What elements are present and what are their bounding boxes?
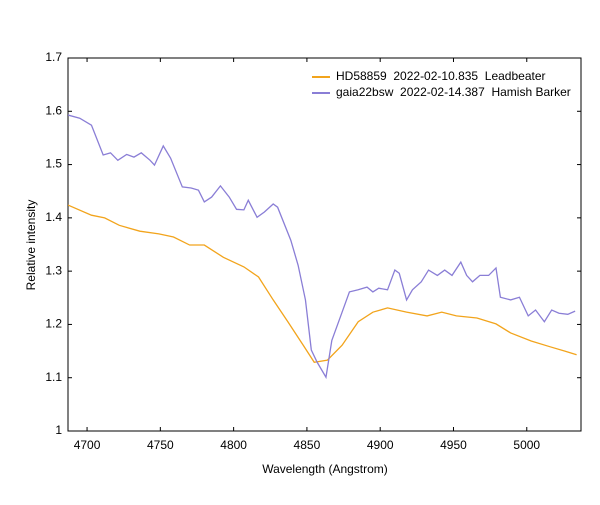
legend-label: HD58859 2022-02-10.835 Leadbeater	[336, 69, 546, 83]
plot-frame	[67, 57, 582, 432]
y-tick-label: 1.3	[45, 263, 62, 277]
x-axis-label: Wavelength (Angstrom)	[262, 462, 388, 476]
y-tick-label: 1.5	[45, 157, 62, 171]
y-tick-label: 1.6	[45, 103, 62, 117]
y-axis-label: Relative intensity	[24, 200, 38, 291]
x-tick-label: 4850	[294, 438, 321, 452]
y-tick-label: 1	[55, 423, 62, 437]
x-tick-label: 5000	[513, 438, 540, 452]
x-tick-label: 4700	[74, 438, 101, 452]
y-tick-label: 1.1	[45, 370, 62, 384]
series-line	[68, 114, 576, 380]
legend-label: gaia22bsw 2022-02-14.387 Hamish Barker	[336, 85, 571, 99]
x-tick-label: 4950	[440, 438, 467, 452]
y-tick-label: 1.2	[45, 317, 62, 331]
y-tick-label: 1.4	[45, 210, 62, 224]
x-tick-label: 4900	[367, 438, 394, 452]
y-tick-label: 1.7	[45, 50, 62, 64]
x-tick-label: 4750	[147, 438, 174, 452]
series-line	[68, 204, 577, 363]
x-tick-label: 4800	[220, 438, 247, 452]
